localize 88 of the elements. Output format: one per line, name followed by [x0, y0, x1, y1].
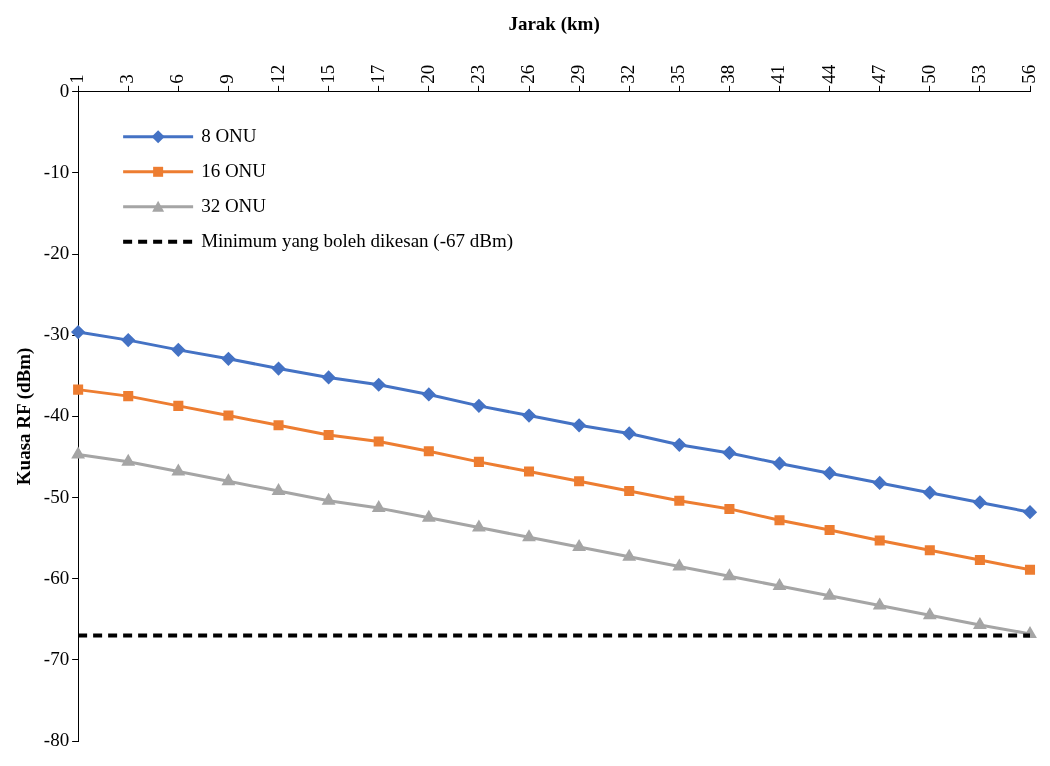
- x-axis-title: Jarak (km): [508, 13, 600, 36]
- point: [522, 409, 536, 423]
- y-axis-title: Kuasa RF (dBm): [13, 347, 36, 486]
- x-tick-label: 3: [116, 74, 138, 84]
- point: [974, 618, 986, 629]
- point: [473, 456, 484, 467]
- point: [773, 579, 786, 590]
- legend-label: 8 ONU: [201, 124, 257, 146]
- x-tick-label: 17: [366, 64, 388, 84]
- point: [622, 426, 636, 440]
- x-tick-label: 56: [1017, 64, 1039, 84]
- x-tick-label: 38: [717, 64, 739, 84]
- point: [322, 370, 336, 384]
- point: [923, 486, 937, 500]
- point: [523, 530, 535, 542]
- point: [1024, 564, 1036, 575]
- x-tick-label: 29: [567, 64, 589, 84]
- point: [624, 486, 635, 497]
- y-tick-label: -80: [43, 728, 70, 750]
- point: [773, 456, 787, 470]
- point: [422, 511, 435, 522]
- x-tick-label: 6: [166, 74, 188, 84]
- point: [623, 550, 636, 561]
- point: [923, 608, 936, 620]
- x-tick-label: 15: [316, 64, 338, 84]
- legend-label: 16 ONU: [201, 159, 267, 181]
- point: [223, 410, 234, 421]
- x-tick-label: 26: [517, 64, 538, 84]
- point: [373, 436, 384, 447]
- point: [573, 540, 585, 552]
- x-tick-label: 32: [617, 64, 639, 84]
- point: [574, 476, 585, 487]
- point: [722, 446, 736, 460]
- x-tick-label: 47: [867, 64, 889, 84]
- point: [221, 352, 235, 366]
- point: [121, 333, 135, 347]
- point: [322, 494, 335, 505]
- point: [71, 325, 85, 339]
- point: [874, 535, 885, 546]
- point: [372, 501, 385, 513]
- point: [924, 545, 935, 556]
- point: [724, 503, 735, 514]
- point: [723, 569, 736, 581]
- point: [122, 455, 135, 466]
- point: [572, 418, 586, 432]
- y-tick-label: -10: [43, 160, 70, 182]
- point: [222, 474, 235, 486]
- point: [774, 515, 785, 526]
- y-tick-label: -70: [43, 647, 70, 669]
- legend-label: 32 ONU: [201, 194, 267, 216]
- x-tick-label: 53: [967, 64, 989, 84]
- point: [272, 484, 285, 496]
- legend-label: Minimum yang boleh dikesan (-67 dBm): [201, 229, 514, 252]
- point: [273, 420, 284, 431]
- point: [973, 495, 987, 509]
- point: [372, 378, 386, 392]
- y-tick-label: -30: [43, 323, 70, 345]
- point: [422, 387, 436, 401]
- point: [423, 446, 434, 457]
- point: [173, 400, 184, 411]
- point: [171, 343, 185, 357]
- point: [73, 384, 84, 395]
- x-tick-label: 50: [917, 64, 939, 84]
- point: [823, 589, 836, 600]
- point: [472, 399, 486, 413]
- x-tick-label: 20: [416, 64, 438, 84]
- point: [523, 466, 535, 477]
- x-tick-label: 12: [266, 64, 288, 84]
- y-tick-label: -60: [43, 566, 70, 588]
- x-tick-label: 23: [466, 64, 488, 84]
- point: [123, 391, 134, 402]
- point: [873, 598, 886, 610]
- y-tick-label: -40: [43, 404, 70, 426]
- point: [1023, 505, 1037, 519]
- x-tick-label: 44: [817, 64, 839, 84]
- point: [824, 524, 835, 536]
- point: [323, 430, 334, 441]
- point: [672, 438, 686, 452]
- point: [272, 362, 286, 376]
- x-tick-label: 35: [667, 64, 689, 84]
- point: [674, 495, 685, 506]
- y-tick-label: -20: [43, 242, 70, 264]
- point: [823, 466, 837, 480]
- point: [974, 555, 985, 566]
- x-tick-label: 41: [767, 64, 789, 84]
- x-tick-label: 9: [216, 74, 238, 84]
- y-tick-label: -50: [43, 485, 70, 507]
- point: [873, 476, 887, 490]
